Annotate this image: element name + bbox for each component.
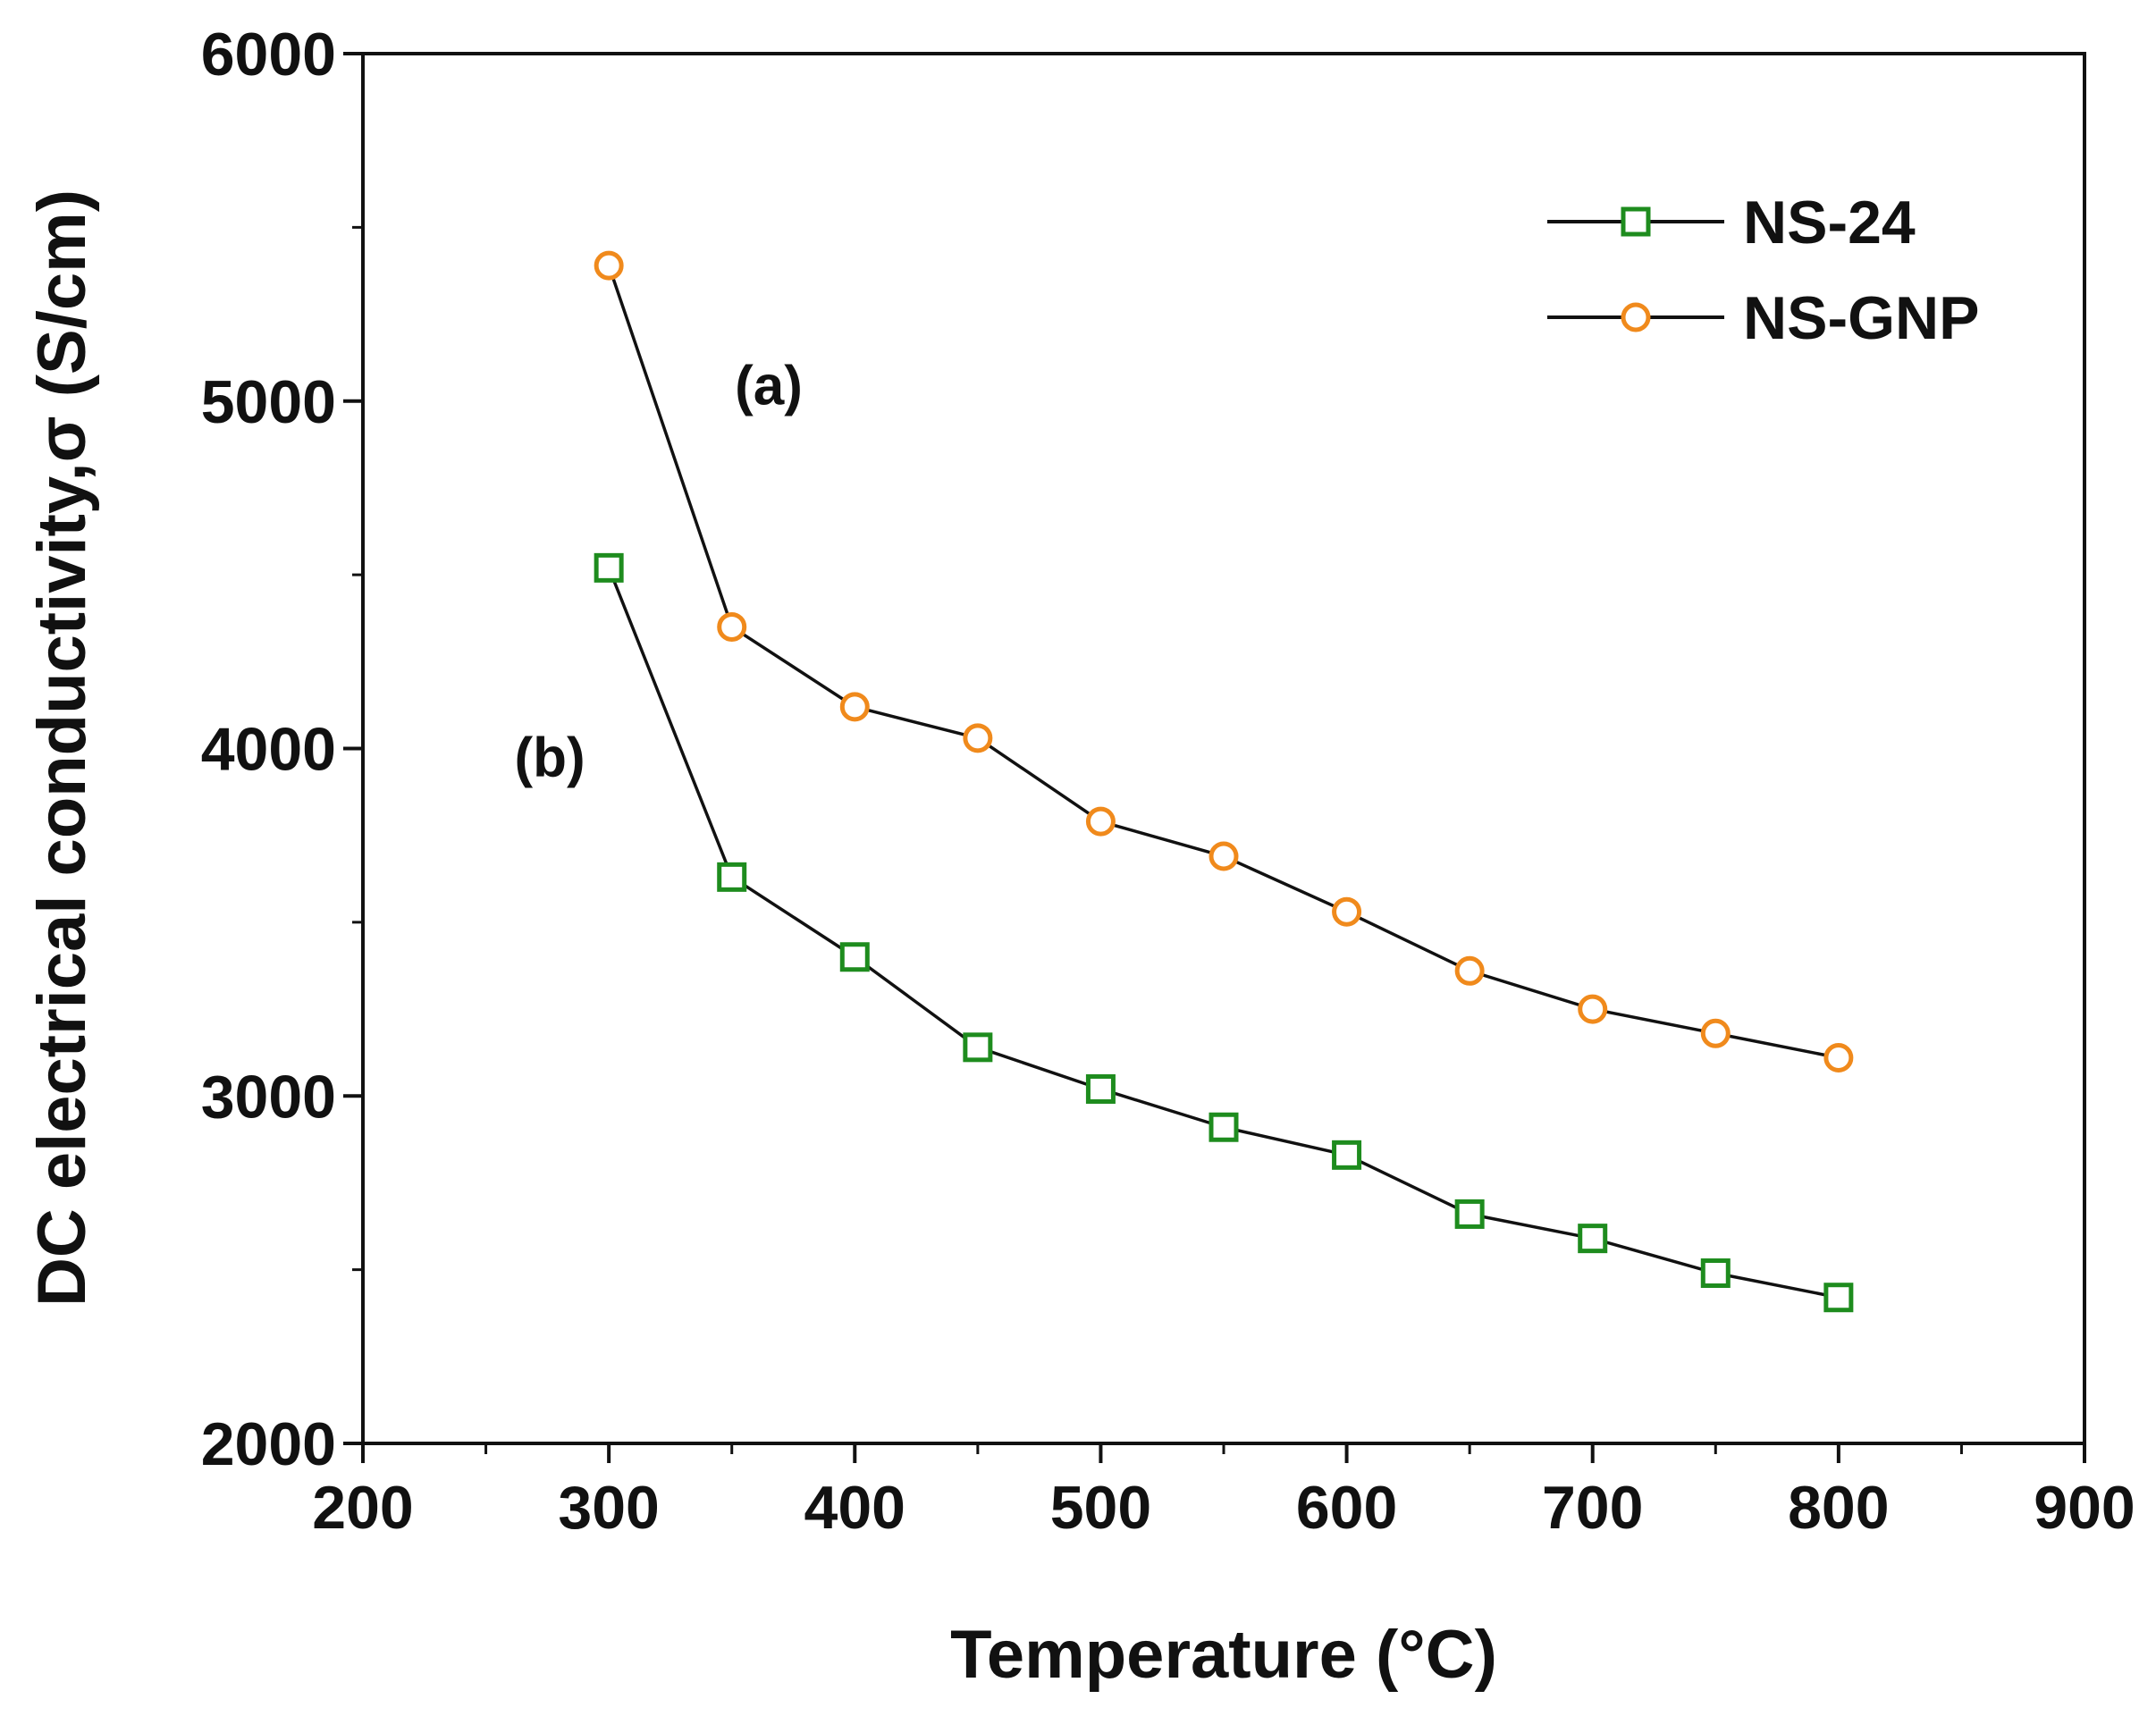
x-tick-label: 800 <box>1788 1474 1889 1542</box>
annotation-label: (b) <box>515 728 585 789</box>
data-point-ns-gnp <box>1578 994 1608 1024</box>
data-point-ns-24 <box>1332 1140 1362 1170</box>
annotation-label: (a) <box>735 356 803 417</box>
y-tick-label: 4000 <box>201 716 336 784</box>
axis-ticks <box>343 52 2086 1463</box>
data-point-ns-24 <box>963 1032 993 1063</box>
data-point-ns-24 <box>717 862 747 892</box>
data-point-ns-24 <box>839 942 870 972</box>
series-line-ns-24 <box>607 567 1840 1300</box>
legend-circle-marker <box>1621 302 1651 332</box>
data-point-ns-24 <box>1578 1224 1608 1254</box>
x-tick-label: 700 <box>1542 1474 1643 1542</box>
data-point-ns-24 <box>1823 1283 1854 1313</box>
legend-square-marker <box>1621 206 1651 237</box>
x-tick-label: 300 <box>558 1474 659 1542</box>
x-tick-label: 400 <box>804 1474 905 1542</box>
axis-tick-labels: 200 300 400 500 600 700 800 900 2000 3000 4000 5000… <box>201 21 2135 1542</box>
data-point-ns-24 <box>1454 1199 1485 1229</box>
legend-label-ns-gnp: NS-GNP <box>1743 284 1979 352</box>
legend-label-ns-24: NS-24 <box>1743 189 1916 257</box>
data-point-ns-gnp <box>1332 896 1362 927</box>
data-point-ns-gnp <box>1209 841 1239 871</box>
data-point-ns-gnp <box>1085 806 1116 837</box>
legend: NS-24 NS-GNP <box>1547 189 1979 352</box>
data-point-ns-24 <box>1085 1073 1116 1104</box>
annotations: (a) (b) <box>515 356 803 789</box>
data-point-ns-24 <box>1209 1112 1239 1142</box>
y-axis-title: DC electrical conductivity,σ (S/cm) <box>24 189 100 1307</box>
x-tick-label: 900 <box>2034 1474 2135 1542</box>
y-tick-label: 2000 <box>201 1410 336 1478</box>
series-markers <box>594 250 1854 1313</box>
y-tick-label: 5000 <box>201 368 336 436</box>
data-point-ns-gnp <box>839 692 870 722</box>
data-point-ns-gnp <box>1823 1042 1854 1072</box>
x-tick-label: 600 <box>1296 1474 1397 1542</box>
data-point-ns-gnp <box>1700 1018 1731 1048</box>
data-point-ns-24 <box>1700 1258 1731 1289</box>
x-axis-title: Temperature (°C) <box>950 1617 1497 1693</box>
series-lines <box>607 265 1840 1300</box>
x-tick-label: 200 <box>312 1474 413 1542</box>
data-point-ns-24 <box>594 552 624 583</box>
data-point-ns-gnp <box>1454 955 1485 986</box>
y-tick-label: 3000 <box>201 1063 336 1131</box>
y-tick-label: 6000 <box>201 21 336 88</box>
data-point-ns-gnp <box>963 723 993 753</box>
data-point-ns-gnp <box>717 611 747 642</box>
data-point-ns-gnp <box>594 250 624 281</box>
x-tick-label: 500 <box>1050 1474 1151 1542</box>
